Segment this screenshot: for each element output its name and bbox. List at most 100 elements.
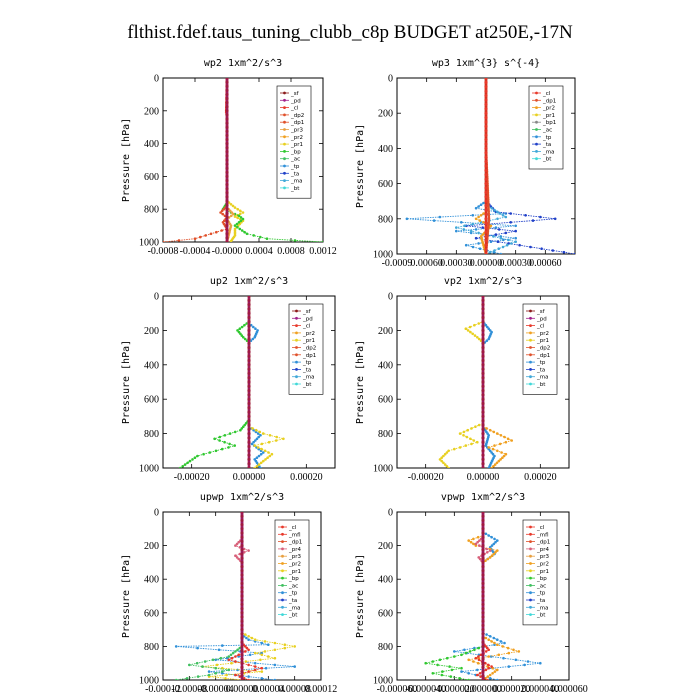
series-point-pr1 [443,452,447,456]
series-point-pr1 [253,638,257,641]
series-point-bp [218,439,221,442]
zero-budget-point [240,586,244,590]
series-point-ta [509,212,512,215]
zero-budget-point [481,590,485,594]
series-point-pr1 [236,216,239,220]
zero-budget-point [225,84,229,88]
series-point-pr1 [233,215,237,218]
series-point-tp [484,532,488,536]
legend-label: _bp [536,576,547,582]
zero-budget-point [240,636,244,640]
series-point-bp [239,219,243,222]
series-point-pr1 [273,641,277,645]
zero-budget-point [481,518,485,523]
series-point-pr2 [496,449,499,453]
legend-marker [295,331,298,335]
legend-label: _ta [302,367,311,373]
zero-budget-point [481,560,485,565]
series-point-bp [239,332,242,336]
series-point-ma [510,242,513,245]
x-tick-label: -0.00004 [198,684,234,695]
zero-budget-point [247,462,251,466]
series-point-pr2 [479,214,483,217]
x-tick-label: 0.000000 [464,684,502,695]
series-point-bp [468,650,472,653]
zero-budget-point [225,105,229,109]
series-point-bp [214,449,218,453]
legend-label: _ac [542,128,552,134]
legend-marker [283,150,286,153]
series-point-cl [476,673,479,677]
legend-marker [529,540,532,543]
zero-budget-point [247,328,251,332]
zero-budget-point [240,623,244,628]
zero-budget-point [481,440,485,444]
series-point-ac [229,653,233,657]
zero-budget-point [481,333,485,337]
series-point-ta [496,240,500,243]
zero-budget-point [481,380,485,384]
x-tick-label: 0.00000 [233,472,266,483]
series-point-pr2 [500,451,503,454]
zero-budget-point [484,160,488,164]
series-point-pr2 [488,556,492,559]
zero-budget-point [484,85,488,89]
zero-budget-point [240,514,244,518]
series-point-ta [573,252,575,254]
zero-budget-point [481,674,485,678]
series-point-ta [529,245,532,249]
zero-budget-point [481,371,485,375]
zero-budget-point [225,232,229,236]
x-tick-label: 0.00030 [440,258,473,269]
series-point-tp [196,646,199,650]
series-point-cl [237,653,240,657]
series-point-tp [273,678,277,680]
y-tick-label: 800 [378,214,393,225]
zero-budget-point [225,236,229,240]
zero-budget-point [225,80,229,84]
series-point-pr1 [474,425,477,429]
series-point-ma [507,238,510,242]
series-point-tp [485,633,488,636]
zero-budget-point [240,657,244,661]
series-point-tp [487,337,491,341]
series-point-ac [203,660,207,663]
zero-budget-point [481,384,485,388]
series-point-bp [321,240,323,242]
series-point-bp [235,222,239,226]
zero-budget-point [225,207,229,211]
series-point-pr1 [470,442,473,446]
legend-marker [281,525,284,529]
plot-area [424,512,542,680]
zero-budget-point [225,117,229,121]
zero-budget-point [240,649,244,653]
zero-budget-point [247,380,251,384]
legend-marker [281,547,284,551]
legend-label: _bp [288,576,299,582]
series-point-ta [481,226,485,229]
series-point-ma [493,208,496,212]
zero-budget-point [225,199,229,203]
y-tick-label: 0 [154,74,159,85]
zero-budget-point [225,228,229,232]
series-point-pr2 [487,638,491,641]
series-point-pr1 [472,439,476,442]
series-point-pr2 [488,673,492,677]
series-point-pr2 [476,535,480,539]
series-point-ac [207,673,211,677]
zero-budget-point [247,346,251,350]
series-point-pr2 [484,559,487,562]
series-point-pr1 [465,435,469,439]
zero-budget-point [484,230,488,234]
legend-label: _ta [536,367,545,373]
series-point-pr3 [232,212,235,216]
series-point-tp [257,435,261,439]
zero-budget-point [481,619,485,623]
chart-title: vp2 1xm^2/s^3 [444,276,522,287]
zero-budget-point [481,457,485,461]
legend-marker [529,591,532,595]
zero-budget-point [247,384,251,388]
x-tick-label: 0.00060 [410,258,443,269]
series-point-pr1 [458,446,462,449]
series-point-pr2 [476,661,480,665]
